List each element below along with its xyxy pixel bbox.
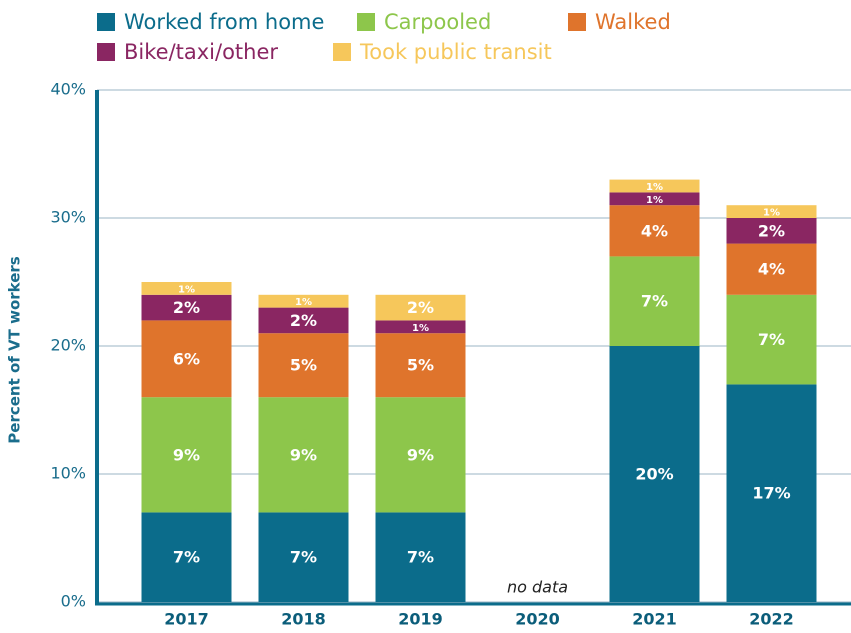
bar-segment — [258, 512, 349, 602]
x-tick-label: 2022 — [749, 610, 794, 629]
annotation: no data — [507, 578, 568, 597]
bar-segment — [609, 256, 700, 346]
data-label: 5% — [407, 356, 434, 375]
data-label: 5% — [290, 356, 317, 375]
legend-label: Bike/taxi/other — [124, 40, 278, 64]
y-tick-label: 10% — [50, 464, 86, 483]
data-label: 1% — [646, 195, 663, 206]
data-label: 9% — [290, 445, 317, 464]
data-label: 4% — [758, 260, 785, 279]
bar-segment — [375, 397, 466, 513]
y-tick-label: 20% — [50, 336, 86, 355]
data-label: 7% — [758, 330, 785, 349]
data-label: 1% — [178, 284, 195, 295]
x-tick-label: 2017 — [164, 610, 209, 629]
legend-swatch — [357, 13, 375, 31]
bar-segment — [258, 333, 349, 398]
bar-segment — [726, 218, 817, 244]
y-axis-label: Percent of VT workers — [6, 256, 24, 444]
bar-segment — [141, 320, 232, 398]
bar-segment — [609, 205, 700, 257]
data-label: 6% — [173, 349, 200, 368]
x-tick-label: 2021 — [632, 610, 677, 629]
data-label: 4% — [641, 221, 668, 240]
data-label: 9% — [173, 445, 200, 464]
bar-segment — [258, 307, 349, 334]
x-tick-label: 2018 — [281, 610, 326, 629]
legend-swatch — [97, 43, 115, 61]
data-label: 2% — [758, 221, 785, 240]
data-label: 17% — [752, 484, 790, 503]
bar-segment — [141, 282, 232, 295]
data-label: 9% — [407, 445, 434, 464]
data-label: 20% — [635, 465, 673, 484]
legend-label: Carpooled — [384, 10, 491, 34]
bar-segment — [609, 179, 700, 193]
bar-segment — [609, 192, 700, 206]
data-label: 2% — [407, 298, 434, 317]
data-label: 1% — [646, 182, 663, 193]
legend-label: Worked from home — [124, 10, 324, 34]
data-label: 7% — [290, 548, 317, 567]
y-tick-label: 40% — [50, 80, 86, 99]
bar-segment — [258, 294, 349, 308]
bar-segment — [375, 320, 466, 334]
bar-segment — [726, 243, 817, 295]
data-label: 2% — [290, 311, 317, 330]
bar-segment — [141, 512, 232, 602]
x-tick-label: 2019 — [398, 610, 443, 629]
data-label: 7% — [407, 548, 434, 567]
bar-segment — [375, 294, 466, 321]
bar-segment — [141, 397, 232, 513]
y-tick-label: 0% — [61, 592, 86, 611]
legend-swatch — [333, 43, 351, 61]
bar-segment — [375, 333, 466, 398]
data-label: 1% — [412, 323, 429, 334]
bar-segment — [726, 205, 817, 218]
data-label: 7% — [641, 292, 668, 311]
bar-segment — [375, 512, 466, 602]
bar-segment — [258, 397, 349, 513]
data-label: 1% — [295, 297, 312, 308]
data-label: 7% — [173, 548, 200, 567]
bar-segment — [726, 384, 817, 602]
data-label: 2% — [173, 298, 200, 317]
legend-swatch — [568, 13, 586, 31]
bar-segment — [141, 294, 232, 321]
data-label: 1% — [763, 208, 780, 219]
legend-swatch — [97, 13, 115, 31]
y-tick-label: 30% — [50, 208, 86, 227]
legend-label: Took public transit — [359, 40, 552, 64]
x-tick-label: 2020 — [515, 610, 560, 629]
legend-label: Walked — [595, 10, 671, 34]
bar-segment — [726, 294, 817, 385]
bar-segment — [609, 346, 700, 602]
